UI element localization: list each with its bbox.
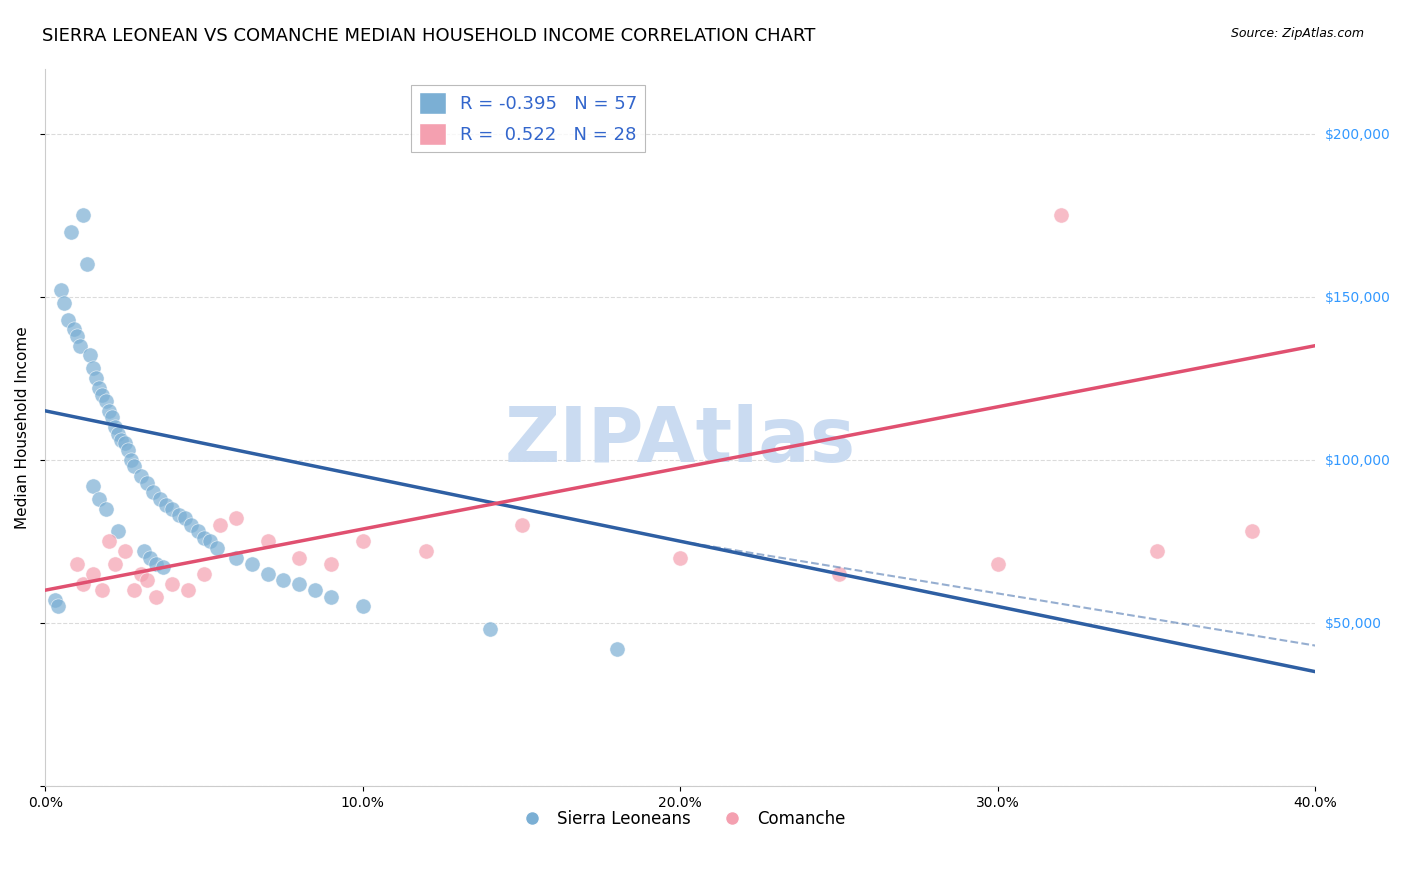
Point xyxy=(66,557,89,571)
Point xyxy=(84,371,107,385)
Point xyxy=(76,257,98,271)
Point xyxy=(97,404,120,418)
Point xyxy=(225,550,247,565)
Point xyxy=(1146,544,1168,558)
Point xyxy=(319,590,342,604)
Point xyxy=(129,469,152,483)
Point xyxy=(145,557,167,571)
Point xyxy=(200,534,222,549)
Point xyxy=(205,541,228,555)
Point xyxy=(120,452,142,467)
Point xyxy=(49,283,72,297)
Point xyxy=(53,296,76,310)
Point xyxy=(139,550,162,565)
Point xyxy=(104,420,127,434)
Y-axis label: Median Household Income: Median Household Income xyxy=(15,326,30,529)
Point xyxy=(107,524,129,539)
Point xyxy=(180,518,202,533)
Point xyxy=(145,590,167,604)
Point xyxy=(193,531,215,545)
Point xyxy=(304,583,326,598)
Point xyxy=(162,576,184,591)
Point xyxy=(46,599,69,614)
Point xyxy=(142,485,165,500)
Point xyxy=(319,557,342,571)
Point xyxy=(273,574,295,588)
Point xyxy=(187,524,209,539)
Point xyxy=(66,329,89,343)
Point xyxy=(69,338,91,352)
Text: ZIPAtlas: ZIPAtlas xyxy=(505,404,856,478)
Point xyxy=(122,459,145,474)
Point xyxy=(63,322,86,336)
Point xyxy=(114,436,136,450)
Legend: Sierra Leoneans, Comanche: Sierra Leoneans, Comanche xyxy=(509,804,852,835)
Point xyxy=(89,381,111,395)
Point xyxy=(82,361,104,376)
Point xyxy=(59,225,82,239)
Point xyxy=(114,544,136,558)
Point xyxy=(669,550,692,565)
Point xyxy=(162,501,184,516)
Point xyxy=(352,599,374,614)
Point xyxy=(72,208,94,222)
Point xyxy=(256,566,278,581)
Point xyxy=(478,622,501,636)
Point xyxy=(132,544,155,558)
Point xyxy=(152,560,174,574)
Point xyxy=(107,426,129,441)
Point xyxy=(177,583,200,598)
Point xyxy=(155,499,177,513)
Text: Source: ZipAtlas.com: Source: ZipAtlas.com xyxy=(1230,27,1364,40)
Text: SIERRA LEONEAN VS COMANCHE MEDIAN HOUSEHOLD INCOME CORRELATION CHART: SIERRA LEONEAN VS COMANCHE MEDIAN HOUSEH… xyxy=(42,27,815,45)
Point xyxy=(91,387,114,401)
Point xyxy=(225,511,247,525)
Point xyxy=(135,475,157,490)
Point xyxy=(44,593,66,607)
Point xyxy=(193,566,215,581)
Point xyxy=(167,508,190,523)
Point xyxy=(82,566,104,581)
Point xyxy=(1050,208,1073,222)
Point xyxy=(94,501,117,516)
Point xyxy=(828,566,851,581)
Point xyxy=(987,557,1010,571)
Point xyxy=(129,566,152,581)
Point xyxy=(94,394,117,409)
Point xyxy=(101,410,124,425)
Point xyxy=(91,583,114,598)
Point xyxy=(240,557,263,571)
Point xyxy=(122,583,145,598)
Point xyxy=(135,574,157,588)
Point xyxy=(89,491,111,506)
Point xyxy=(1240,524,1263,539)
Point xyxy=(110,433,132,447)
Point xyxy=(415,544,437,558)
Point xyxy=(208,518,231,533)
Point xyxy=(174,511,197,525)
Point xyxy=(352,534,374,549)
Point xyxy=(117,442,139,457)
Point xyxy=(149,491,172,506)
Point xyxy=(79,348,101,362)
Point xyxy=(72,576,94,591)
Point xyxy=(288,550,311,565)
Point xyxy=(97,534,120,549)
Point xyxy=(82,479,104,493)
Point xyxy=(606,641,628,656)
Point xyxy=(104,557,127,571)
Point xyxy=(510,518,533,533)
Point xyxy=(56,312,79,326)
Point xyxy=(288,576,311,591)
Point xyxy=(256,534,278,549)
